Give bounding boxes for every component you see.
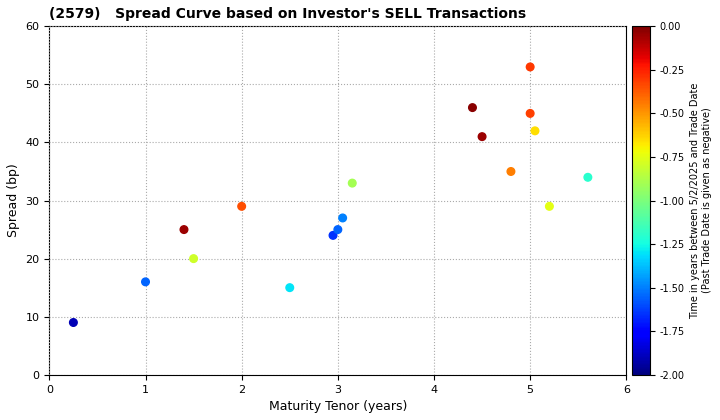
Point [179, 226, 190, 233]
Point [328, 232, 339, 239]
Point [544, 203, 555, 210]
Point [140, 278, 151, 285]
Point [332, 226, 343, 233]
Y-axis label: Spread (bp): Spread (bp) [7, 164, 20, 237]
Text: (2579)   Spread Curve based on Investor's SELL Transactions: (2579) Spread Curve based on Investor's … [50, 7, 526, 21]
X-axis label: Maturity Tenor (years): Maturity Tenor (years) [269, 400, 407, 413]
Point [524, 110, 536, 117]
Point [524, 63, 536, 70]
Point [284, 284, 295, 291]
Point [346, 180, 358, 186]
Point [467, 104, 478, 111]
Point [582, 174, 593, 181]
Point [477, 133, 488, 140]
Point [236, 203, 248, 210]
Point [505, 168, 517, 175]
Point [188, 255, 199, 262]
Point [68, 319, 79, 326]
Y-axis label: Time in years between 5/2/2025 and Trade Date
(Past Trade Date is given as negat: Time in years between 5/2/2025 and Trade… [690, 82, 712, 319]
Point [337, 215, 348, 221]
Point [529, 127, 541, 134]
